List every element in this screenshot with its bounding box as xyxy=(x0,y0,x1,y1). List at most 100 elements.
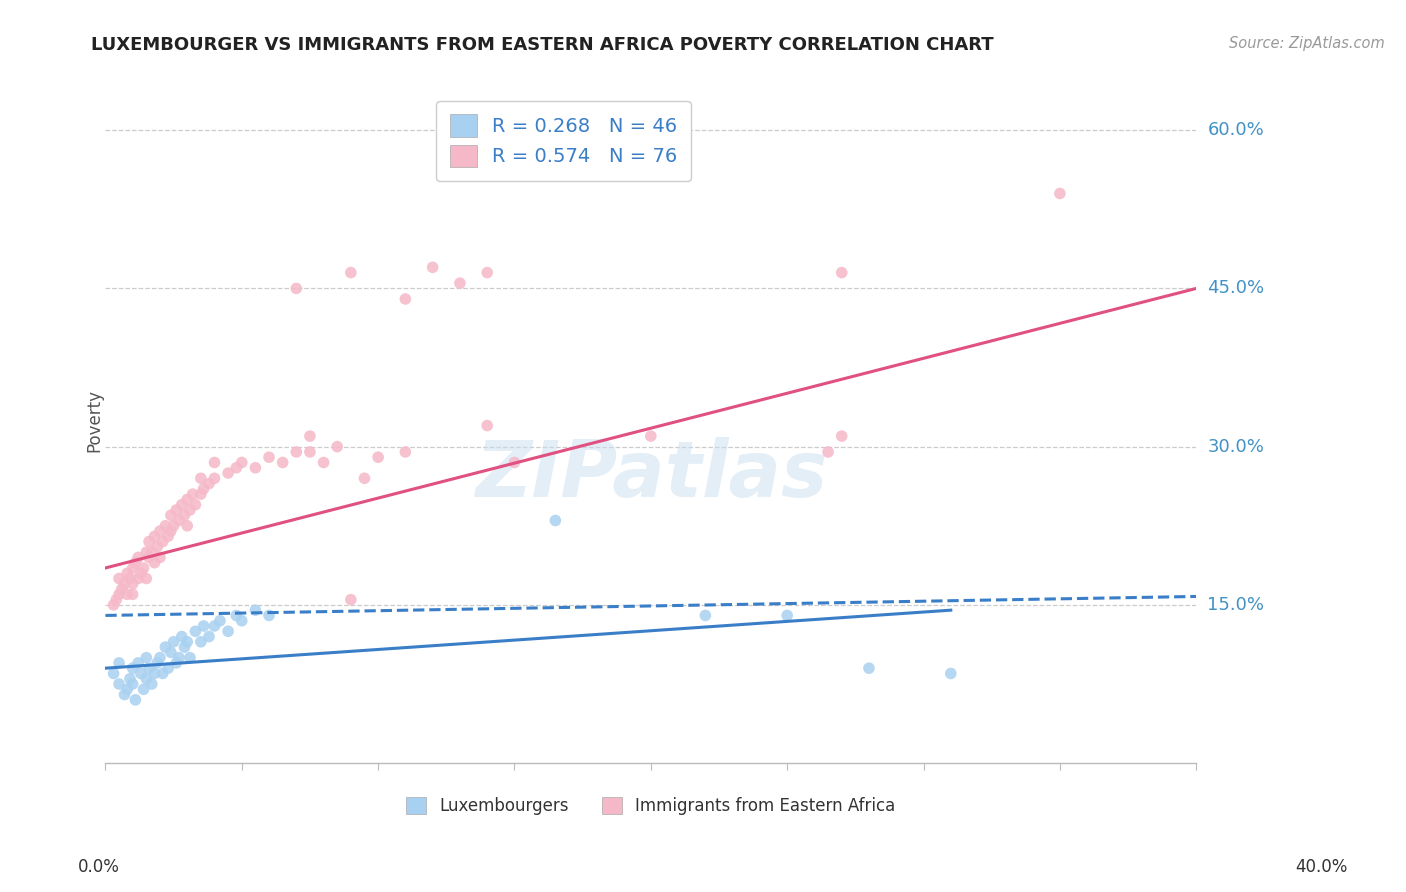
Point xyxy=(141,677,163,691)
Point xyxy=(138,550,160,565)
Point xyxy=(353,471,375,485)
Point xyxy=(143,529,166,543)
Point xyxy=(162,635,184,649)
Point xyxy=(108,587,131,601)
Point xyxy=(118,572,141,586)
Point xyxy=(103,598,125,612)
Text: 30.0%: 30.0% xyxy=(1208,438,1264,456)
Point xyxy=(449,276,471,290)
Point xyxy=(157,529,180,543)
Point xyxy=(114,688,136,702)
Point xyxy=(367,450,389,465)
Point xyxy=(121,661,143,675)
Point xyxy=(394,292,416,306)
Point xyxy=(695,608,717,623)
Point xyxy=(160,508,183,523)
Point xyxy=(129,666,152,681)
Point xyxy=(121,576,143,591)
Point xyxy=(115,682,138,697)
Point xyxy=(193,619,215,633)
Text: ZIPatlas: ZIPatlas xyxy=(475,437,827,513)
Text: 15.0%: 15.0% xyxy=(1208,596,1264,614)
Point xyxy=(271,455,294,469)
Point xyxy=(231,455,253,469)
Point xyxy=(138,534,160,549)
Point xyxy=(135,650,157,665)
Point xyxy=(858,661,880,675)
Point xyxy=(817,445,839,459)
Point xyxy=(179,503,201,517)
Point xyxy=(181,487,204,501)
Point xyxy=(285,281,308,295)
Point xyxy=(503,455,526,469)
Point xyxy=(152,534,174,549)
Point xyxy=(103,666,125,681)
Point xyxy=(204,455,226,469)
Point xyxy=(640,429,662,443)
Point xyxy=(245,603,267,617)
Point xyxy=(544,514,567,528)
Point xyxy=(217,466,239,480)
Point xyxy=(176,518,198,533)
Point xyxy=(204,619,226,633)
Point xyxy=(121,561,143,575)
Point xyxy=(184,624,207,639)
Point xyxy=(143,666,166,681)
Legend: Luxembourgers, Immigrants from Eastern Africa: Luxembourgers, Immigrants from Eastern A… xyxy=(398,789,904,823)
Point xyxy=(831,429,853,443)
Text: 40.0%: 40.0% xyxy=(1295,858,1348,876)
Point xyxy=(162,518,184,533)
Point xyxy=(170,630,193,644)
Point xyxy=(105,592,128,607)
Point xyxy=(127,572,149,586)
Point xyxy=(135,672,157,686)
Point xyxy=(225,460,247,475)
Point xyxy=(312,455,335,469)
Point xyxy=(231,614,253,628)
Point xyxy=(138,661,160,675)
Point xyxy=(831,266,853,280)
Point xyxy=(477,266,499,280)
Point xyxy=(208,614,231,628)
Point xyxy=(108,656,131,670)
Point xyxy=(193,482,215,496)
Point xyxy=(190,487,212,501)
Point xyxy=(143,556,166,570)
Y-axis label: Poverty: Poverty xyxy=(86,389,103,451)
Point xyxy=(176,635,198,649)
Point xyxy=(124,556,146,570)
Point xyxy=(141,545,163,559)
Point xyxy=(121,677,143,691)
Point xyxy=(115,566,138,581)
Point xyxy=(127,656,149,670)
Point xyxy=(167,514,190,528)
Point xyxy=(167,650,190,665)
Text: 0.0%: 0.0% xyxy=(77,858,120,876)
Point xyxy=(225,608,247,623)
Point xyxy=(155,518,177,533)
Point xyxy=(108,572,131,586)
Point xyxy=(179,650,201,665)
Text: LUXEMBOURGER VS IMMIGRANTS FROM EASTERN AFRICA POVERTY CORRELATION CHART: LUXEMBOURGER VS IMMIGRANTS FROM EASTERN … xyxy=(91,36,994,54)
Point xyxy=(340,266,363,280)
Point xyxy=(127,550,149,565)
Point xyxy=(160,524,183,538)
Point xyxy=(245,460,267,475)
Point xyxy=(198,476,221,491)
Point xyxy=(118,672,141,686)
Point xyxy=(173,508,195,523)
Point xyxy=(129,566,152,581)
Point xyxy=(132,682,155,697)
Point xyxy=(190,471,212,485)
Point xyxy=(173,640,195,654)
Text: Source: ZipAtlas.com: Source: ZipAtlas.com xyxy=(1229,36,1385,51)
Point xyxy=(111,582,134,596)
Text: 60.0%: 60.0% xyxy=(1208,121,1264,139)
Point xyxy=(146,540,169,554)
Point xyxy=(157,661,180,675)
Point xyxy=(114,576,136,591)
Point xyxy=(257,608,280,623)
Point xyxy=(149,524,172,538)
Point xyxy=(184,498,207,512)
Point xyxy=(1049,186,1071,201)
